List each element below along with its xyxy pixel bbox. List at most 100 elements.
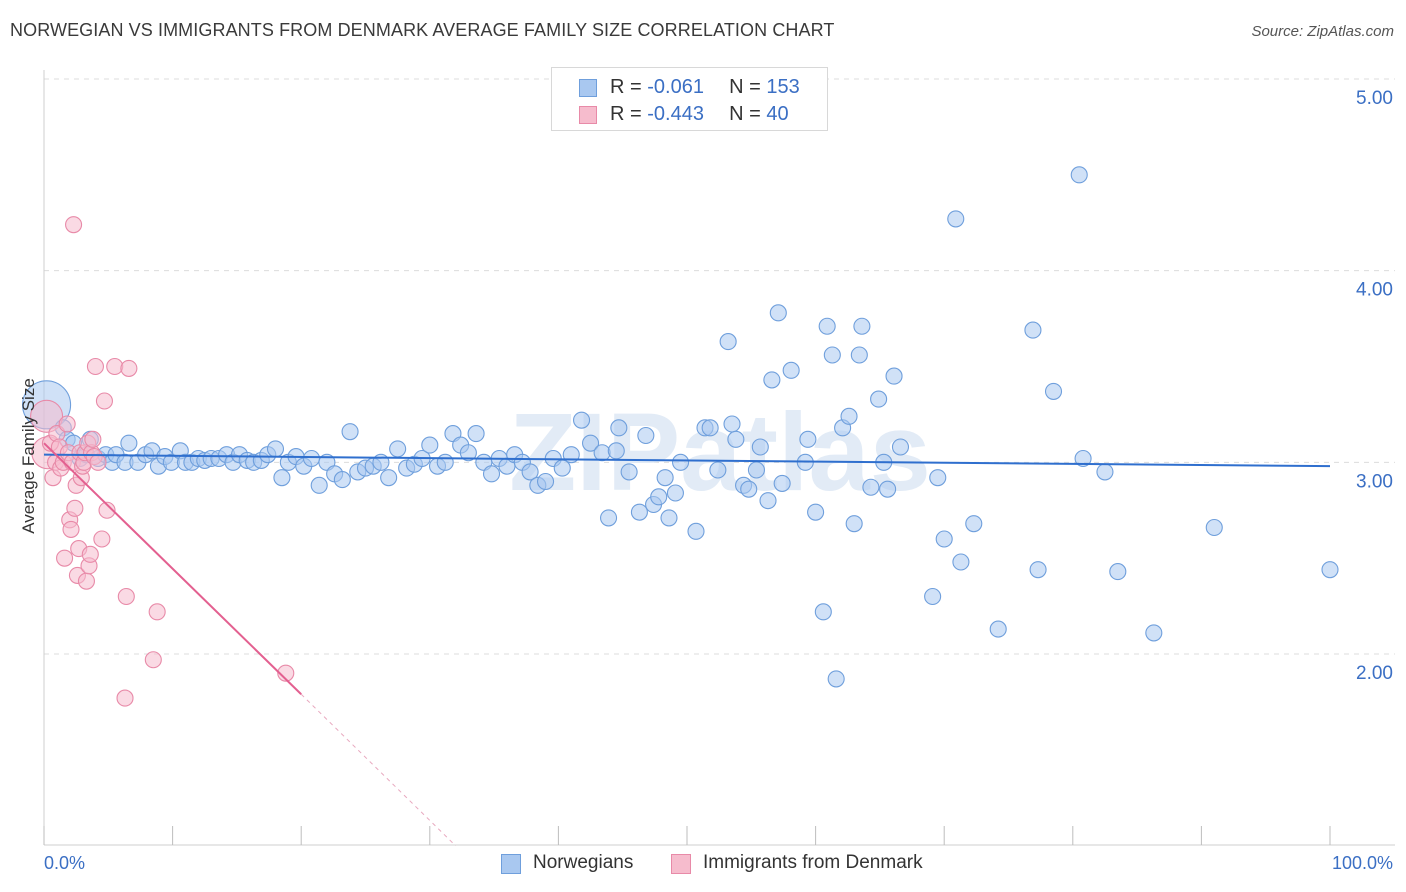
trend-layer (43, 442, 1331, 847)
norwegians-point (656, 469, 674, 487)
norwegians-point (1109, 563, 1127, 581)
norwegians-point (870, 390, 888, 408)
norwegians-point (965, 515, 983, 533)
denmark-point (277, 664, 295, 682)
norwegians-point (845, 515, 863, 533)
norwegians-point (782, 361, 800, 379)
norwegians-point (1205, 518, 1223, 537)
norwegians-point (807, 503, 825, 521)
denmark-point (62, 520, 80, 538)
norwegians-swatch (579, 79, 597, 97)
denmark-point (86, 357, 104, 376)
norwegians-point (687, 522, 705, 540)
norwegians-point (823, 346, 841, 364)
chart-title: NORWEGIAN VS IMMIGRANTS FROM DENMARK AVE… (10, 20, 835, 40)
norwegians-point (593, 444, 611, 462)
norwegians-point (610, 419, 628, 437)
norwegians-point (850, 346, 868, 364)
y-tick-label: 2.00 (1356, 663, 1393, 684)
norwegians-point (666, 484, 684, 502)
norwegians-point (581, 434, 600, 452)
denmark-points (30, 216, 295, 707)
norwegians-point (769, 304, 787, 322)
norwegians-point (924, 587, 942, 606)
norwegians-point (879, 480, 897, 498)
norwegians-point (862, 478, 880, 496)
denmark-point (65, 216, 83, 234)
norwegians-point (310, 476, 328, 494)
denmark-point (106, 357, 124, 376)
y-tick-label: 4.00 (1356, 280, 1393, 301)
legend-label-norwegians: Norwegians (533, 852, 634, 873)
denmark-point (81, 545, 99, 563)
denmark-point (120, 359, 138, 377)
norwegians-point (459, 444, 477, 462)
n-label: N = (729, 76, 761, 98)
legend-item-norwegians[interactable]: Norwegians (501, 851, 651, 877)
legend-label-denmark: Immigrants from Denmark (703, 852, 923, 873)
denmark-trend-extension (300, 693, 456, 847)
denmark-point (77, 572, 95, 590)
denmark-point (117, 587, 135, 606)
denmark-point (95, 392, 113, 410)
norwegians-point (482, 465, 501, 483)
denmark-point (93, 530, 111, 548)
norwegians-point (1044, 382, 1063, 400)
norwegians-point (380, 469, 398, 487)
y-tick-label: 5.00 (1356, 88, 1393, 109)
norwegians-point (521, 463, 539, 481)
norwegians-point (709, 461, 727, 479)
norwegians-point (723, 415, 741, 433)
denmark-point (148, 603, 166, 621)
n-value: 153 (766, 76, 800, 98)
norwegians-point (989, 620, 1007, 638)
norwegians-point (1145, 624, 1163, 642)
denmark-point (144, 651, 162, 669)
norwegians-point (389, 440, 407, 458)
denmark-point (116, 689, 134, 707)
denmark-legend-swatch (671, 854, 691, 874)
norwegians-point (637, 426, 655, 445)
label-layer: 2.00 3.00 4.00 5.00 0.0% 100.0% (44, 88, 1393, 873)
norwegians-legend-swatch (501, 854, 521, 874)
norwegians-point (1029, 561, 1047, 579)
norwegians-point (773, 474, 791, 492)
norwegians-point (818, 317, 836, 335)
norwegians-point (266, 440, 285, 458)
r-label: R = (610, 103, 642, 125)
legend-item-denmark[interactable]: Immigrants from Denmark (671, 851, 951, 877)
norwegians-point (1074, 449, 1092, 468)
denmark-point (98, 501, 116, 519)
norwegians-point (333, 471, 351, 489)
denmark-point (30, 399, 64, 433)
norwegians-point (885, 367, 903, 385)
norwegians-point (273, 469, 291, 487)
norwegians-point (751, 438, 769, 456)
norwegians-point (814, 603, 832, 621)
norwegians-point (536, 472, 555, 491)
r-label: R = (610, 76, 642, 98)
norwegians-point (1024, 321, 1042, 339)
norwegians-point (572, 411, 591, 429)
norwegians-point (935, 530, 953, 548)
y-axis-label: Average Family Size (19, 378, 38, 534)
norwegians-point (436, 453, 454, 471)
n-value: 40 (766, 103, 789, 125)
x-tick-label: 0.0% (44, 853, 85, 873)
grid-layer (44, 78, 1395, 655)
norwegians-point (630, 503, 648, 521)
norwegians-point (740, 480, 758, 498)
norwegians-point (929, 469, 947, 487)
denmark-trend-line (43, 442, 302, 695)
r-value: -0.443 (647, 103, 704, 125)
source-label: Source: ZipAtlas.com (1251, 23, 1394, 40)
norwegians-point (650, 488, 668, 506)
stats-legend-row-denmark: R = -0.443 N = 40 (552, 102, 827, 128)
norwegians-point (727, 430, 745, 448)
norwegians-point (660, 509, 678, 527)
norwegians-point (1096, 463, 1114, 481)
norwegians-point (747, 461, 765, 479)
y-tick-label: 3.00 (1356, 471, 1393, 492)
denmark-point (58, 415, 76, 433)
